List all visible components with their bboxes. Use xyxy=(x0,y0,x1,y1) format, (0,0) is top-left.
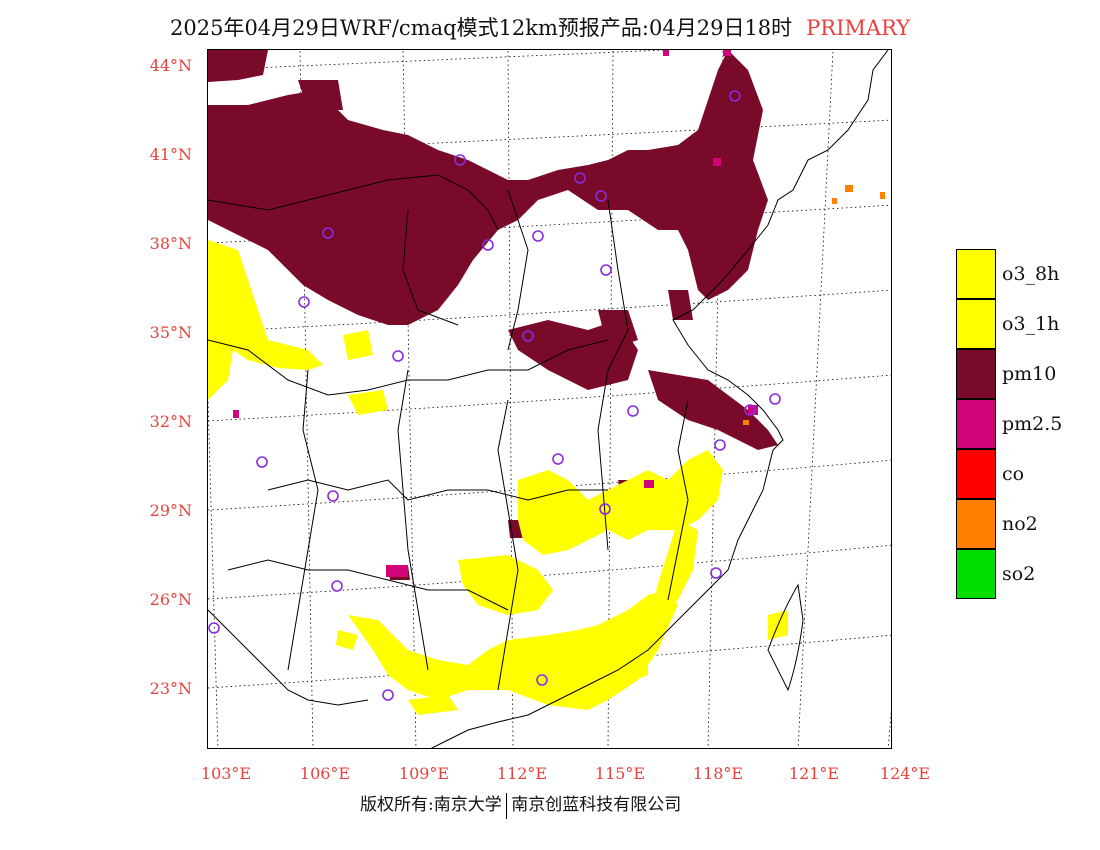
lat-label-29n: 29°N xyxy=(149,501,192,520)
lat-label-23n: 23°N xyxy=(149,679,192,698)
legend-swatch-pm10 xyxy=(956,349,996,399)
footer-left: 版权所有:南京大学 xyxy=(360,795,502,815)
lon-label-109e: 109°E xyxy=(398,764,450,783)
no2-regions xyxy=(743,185,885,425)
title-main: 2025年04月29日WRF/cmaq模式12km预报产品:04月29日18时 xyxy=(170,16,793,40)
legend-label-o3-8h: o3_8h xyxy=(1002,263,1060,285)
forecast-map[interactable] xyxy=(207,49,892,749)
legend-swatch-so2 xyxy=(956,549,996,599)
lat-label-41n: 41°N xyxy=(149,145,192,164)
monitoring-stations xyxy=(208,90,781,701)
legend-label-co: co xyxy=(1002,463,1025,485)
footer-separator xyxy=(505,792,508,819)
legend-label-o3-1h: o3_1h xyxy=(1002,313,1060,335)
legend-swatch-o3-8h xyxy=(956,249,996,299)
footer-right: 南京创蓝科技有限公司 xyxy=(511,795,682,815)
boundaries xyxy=(208,50,889,748)
legend-swatch-pm25 xyxy=(956,399,996,449)
legend-label-pm25: pm2.5 xyxy=(1002,413,1063,435)
lat-label-32n: 32°N xyxy=(149,412,192,431)
lat-label-44n: 44°N xyxy=(149,56,192,75)
lat-label-26n: 26°N xyxy=(149,590,192,609)
legend-label-so2: so2 xyxy=(1002,563,1036,585)
lon-label-103e: 103°E xyxy=(200,764,252,783)
legend-swatch-co xyxy=(956,449,996,499)
lon-label-112e: 112°E xyxy=(496,764,548,783)
lat-label-35n: 35°N xyxy=(149,323,192,342)
pm25-regions xyxy=(233,50,758,577)
lon-label-118e: 118°E xyxy=(692,764,744,783)
legend-swatch-no2 xyxy=(956,499,996,549)
legend-label-pm10: pm10 xyxy=(1002,363,1057,385)
lon-label-124e: 124°E xyxy=(879,764,931,783)
legend-label-no2: no2 xyxy=(1002,513,1038,535)
lon-label-121e: 121°E xyxy=(788,764,840,783)
map-title: 2025年04月29日WRF/cmaq模式12km预报产品:04月29日18时 P… xyxy=(170,12,990,42)
map-canvas xyxy=(208,50,891,748)
lon-label-106e: 106°E xyxy=(299,764,351,783)
lon-label-115e: 115°E xyxy=(594,764,646,783)
legend-swatch-o3-1h xyxy=(956,299,996,349)
copyright-footer: 版权所有:南京大学 南京创蓝科技有限公司 xyxy=(360,790,681,819)
ozone-regions xyxy=(208,240,788,715)
title-pollutant-type: PRIMARY xyxy=(806,16,911,40)
lat-label-38n: 38°N xyxy=(149,234,192,253)
